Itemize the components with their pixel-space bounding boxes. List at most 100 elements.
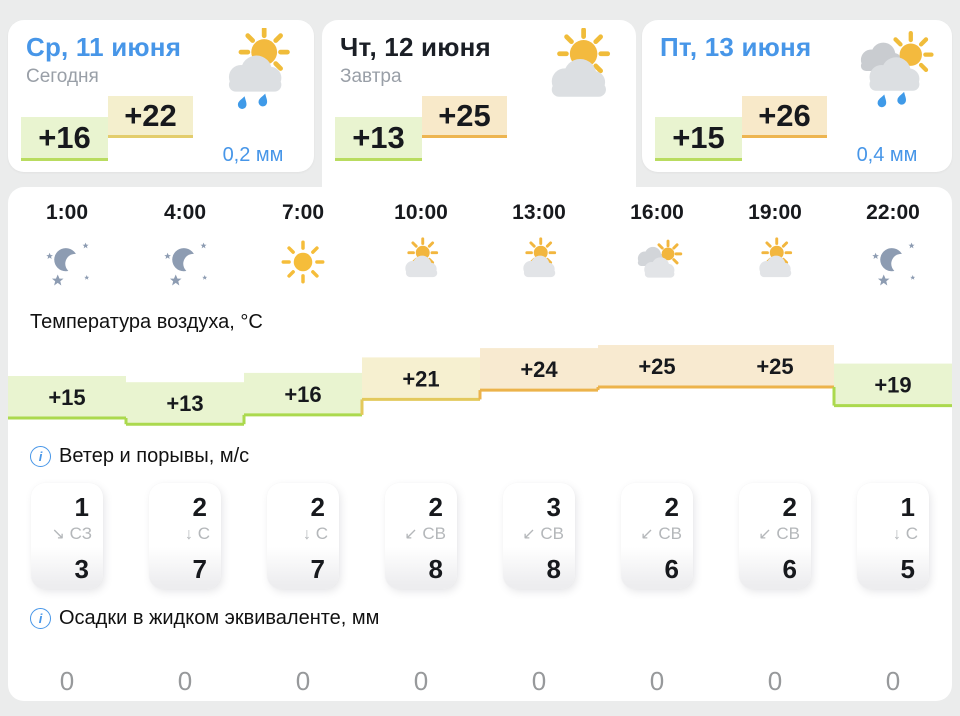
day-title[interactable]: Пт, 13 июня	[660, 32, 812, 62]
clouds-sun-icon	[628, 233, 686, 291]
temperature-label-text: Температура воздуха, °C	[30, 311, 263, 333]
hour-time: 16:00	[630, 201, 684, 224]
temp-step-block	[8, 376, 126, 418]
day-card-thu-selected[interactable]: Чт, 12 июня Завтра +25 +13	[322, 20, 636, 190]
temp-step-block	[126, 382, 244, 425]
wind-card: 2 ↓ С 7	[267, 483, 339, 589]
wind-arrow-icon: ↓	[302, 526, 311, 543]
day-temp-min: +15	[655, 117, 742, 161]
wind-gust: 7	[267, 547, 339, 589]
precip-value: 0	[413, 665, 429, 696]
day-temp-min: +13	[335, 117, 422, 161]
wind-label-text: Ветер и порывы, м/с	[59, 445, 250, 467]
wind-arrow-icon: ↓	[892, 526, 901, 543]
precipitation-label-text: Осадки в жидком эквиваленте, мм	[59, 607, 380, 629]
wind-arrow-icon: ↙	[404, 526, 418, 543]
hourly-forecast-panel: 1:00 4:00 7:00 10:00 13:00 16:00 19:00 2…	[8, 187, 952, 701]
precip-value: 0	[59, 665, 75, 696]
hour-times-row: 1:00 4:00 7:00 10:00 13:00 16:00 19:00 2…	[8, 201, 952, 225]
wind-speed: 2	[310, 492, 325, 522]
temp-value-label: +25	[638, 354, 675, 379]
wind-direction: ↙ СВ	[758, 524, 800, 543]
wind-gust: 7	[149, 547, 221, 589]
precip-value: 0	[295, 665, 311, 696]
temp-step-block	[244, 372, 362, 415]
temp-step-block	[480, 348, 598, 391]
wind-arrow-icon: ↙	[522, 526, 536, 543]
wind-direction: ↓ С	[302, 524, 328, 543]
day-temp-max: +25	[422, 96, 507, 138]
hour-time: 19:00	[748, 201, 802, 224]
wind-gust: 8	[503, 547, 575, 589]
hour-time: 4:00	[163, 201, 207, 224]
sun-cloud-icon	[510, 233, 568, 291]
wind-gust: 5	[857, 547, 929, 589]
wind-direction: ↓ С	[184, 524, 210, 543]
temp-step-block	[598, 345, 716, 387]
wind-speed: 1	[900, 492, 915, 522]
precip-value: 0	[649, 665, 665, 696]
wind-card: 2 ↓ С 7	[149, 483, 221, 589]
moon-icon	[864, 233, 922, 291]
wind-arrow-icon: ↓	[184, 526, 193, 543]
day-sun-cloud-icon	[532, 28, 618, 114]
hour-icons-row	[8, 231, 952, 293]
info-icon[interactable]	[30, 608, 51, 629]
wind-gust: 8	[385, 547, 457, 589]
wind-arrow-icon: ↙	[758, 526, 772, 543]
temp-value-label: +25	[756, 354, 793, 379]
wind-card: 1 ↘ СЗ 3	[31, 483, 103, 589]
sun-cloud-icon	[746, 233, 804, 291]
moon-icon	[38, 233, 96, 291]
wind-speed: 2	[428, 492, 443, 522]
wind-gust: 6	[739, 547, 811, 589]
precip-value: 0	[767, 665, 783, 696]
wind-arrow-icon: ↙	[640, 526, 654, 543]
temp-step-block	[716, 345, 834, 387]
temp-value-label: +19	[874, 373, 911, 398]
day-subtitle: Завтра	[340, 66, 402, 87]
day-card-fri[interactable]: Пт, 13 июня +26 +15 0,4 мм	[642, 20, 952, 172]
hour-time: 7:00	[281, 201, 325, 224]
wind-arrow-icon: ↘	[51, 526, 65, 543]
wind-card: 2 ↙ СВ 8	[385, 483, 457, 589]
wind-speed: 2	[192, 492, 207, 522]
day-title[interactable]: Ср, 11 июня	[26, 32, 182, 62]
day-temp-max: +26	[742, 96, 827, 138]
sun-cloud-icon	[392, 233, 450, 291]
wind-direction: ↙ СВ	[404, 524, 446, 543]
temp-value-label: +13	[166, 391, 203, 416]
day-subtitle: Сегодня	[26, 66, 99, 87]
wind-speed: 2	[782, 492, 797, 522]
wind-direction: ↘ СЗ	[51, 524, 93, 543]
day-card-wed[interactable]: Ср, 11 июня Сегодня +22 +16 0,2 мм	[8, 20, 314, 172]
temperature-section-label: Температура воздуха, °C	[30, 311, 263, 334]
day-temp-min: +16	[21, 117, 108, 161]
hour-time: 22:00	[866, 201, 920, 224]
temp-value-label: +21	[402, 366, 439, 391]
temp-step-block	[834, 363, 952, 406]
day-temp-max: +22	[108, 96, 193, 138]
sun-icon	[274, 233, 332, 291]
temp-step-block	[362, 357, 480, 400]
wind-direction: ↙ СВ	[522, 524, 564, 543]
wind-speed: 2	[664, 492, 679, 522]
wind-speed: 1	[74, 492, 89, 522]
day-title[interactable]: Чт, 12 июня	[340, 32, 491, 62]
wind-gust: 3	[31, 547, 103, 589]
precip-value: 0	[885, 665, 901, 696]
wind-direction: ↓ С	[892, 524, 918, 543]
moon-icon	[156, 233, 214, 291]
temp-value-label: +16	[284, 382, 321, 407]
precip-value: 0	[531, 665, 547, 696]
wind-card: 1 ↓ С 5	[857, 483, 929, 589]
wind-speed: 3	[546, 492, 561, 522]
day-precip-amount: 0,4 мм	[856, 144, 918, 166]
hour-time: 13:00	[512, 201, 566, 224]
precipitation-values-row: 0 0 0 0 0 0 0 0	[8, 665, 952, 697]
day-precip-amount: 0,2 мм	[222, 144, 284, 166]
wind-gust: 6	[621, 547, 693, 589]
day-clouds-sun-rain-icon	[848, 28, 934, 114]
info-icon[interactable]	[30, 446, 51, 467]
